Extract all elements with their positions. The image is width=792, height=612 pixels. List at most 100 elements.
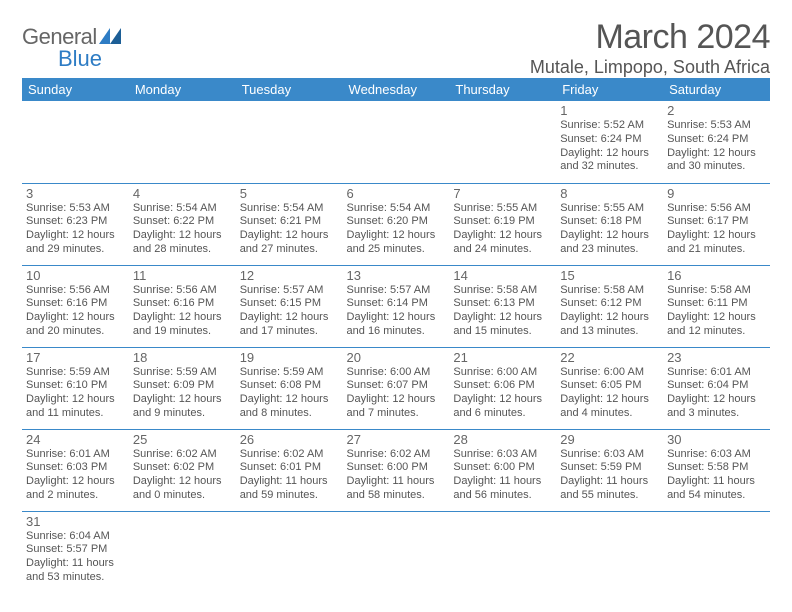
day-daylight: Daylight: 11 hours and 53 minutes. <box>26 557 125 585</box>
calendar-row: 1Sunrise: 5:52 AMSunset: 6:24 PMDaylight… <box>22 101 770 183</box>
day-daylight: Daylight: 11 hours and 55 minutes. <box>560 475 659 503</box>
calendar-cell-empty <box>663 511 770 593</box>
day-sunrise: Sunrise: 5:55 AM <box>453 202 552 216</box>
day-number: 16 <box>667 268 766 283</box>
day-sunset: Sunset: 6:01 PM <box>240 461 339 475</box>
day-sunset: Sunset: 5:58 PM <box>667 461 766 475</box>
calendar-cell: 11Sunrise: 5:56 AMSunset: 6:16 PMDayligh… <box>129 265 236 347</box>
day-sunrise: Sunrise: 6:02 AM <box>347 448 446 462</box>
day-sunrise: Sunrise: 6:01 AM <box>26 448 125 462</box>
day-sunset: Sunset: 6:21 PM <box>240 215 339 229</box>
day-daylight: Daylight: 12 hours and 20 minutes. <box>26 311 125 339</box>
day-sunset: Sunset: 6:10 PM <box>26 379 125 393</box>
calendar-row: 31Sunrise: 6:04 AMSunset: 5:57 PMDayligh… <box>22 511 770 593</box>
day-number: 3 <box>26 186 125 201</box>
day-daylight: Daylight: 12 hours and 23 minutes. <box>560 229 659 257</box>
day-number: 14 <box>453 268 552 283</box>
day-number: 2 <box>667 103 766 118</box>
day-sunrise: Sunrise: 5:52 AM <box>560 119 659 133</box>
calendar-cell: 20Sunrise: 6:00 AMSunset: 6:07 PMDayligh… <box>343 347 450 429</box>
day-sunrise: Sunrise: 6:02 AM <box>240 448 339 462</box>
day-sunrise: Sunrise: 5:59 AM <box>26 366 125 380</box>
day-number: 4 <box>133 186 232 201</box>
calendar-row: 17Sunrise: 5:59 AMSunset: 6:10 PMDayligh… <box>22 347 770 429</box>
day-sunrise: Sunrise: 6:01 AM <box>667 366 766 380</box>
calendar-cell-empty <box>22 101 129 183</box>
calendar-cell-empty <box>236 511 343 593</box>
calendar-row: 3Sunrise: 5:53 AMSunset: 6:23 PMDaylight… <box>22 183 770 265</box>
day-sunset: Sunset: 6:11 PM <box>667 297 766 311</box>
day-sunset: Sunset: 6:05 PM <box>560 379 659 393</box>
day-number: 24 <box>26 432 125 447</box>
weekday-header: Tuesday <box>236 78 343 101</box>
day-number: 30 <box>667 432 766 447</box>
title-block: March 2024 Mutale, Limpopo, South Africa <box>530 18 770 78</box>
day-number: 31 <box>26 514 125 529</box>
day-sunset: Sunset: 6:15 PM <box>240 297 339 311</box>
calendar-cell: 1Sunrise: 5:52 AMSunset: 6:24 PMDaylight… <box>556 101 663 183</box>
day-sunrise: Sunrise: 6:03 AM <box>667 448 766 462</box>
day-number: 5 <box>240 186 339 201</box>
day-sunset: Sunset: 6:12 PM <box>560 297 659 311</box>
day-number: 28 <box>453 432 552 447</box>
day-daylight: Daylight: 12 hours and 24 minutes. <box>453 229 552 257</box>
day-sunset: Sunset: 6:00 PM <box>347 461 446 475</box>
calendar-cell: 8Sunrise: 5:55 AMSunset: 6:18 PMDaylight… <box>556 183 663 265</box>
calendar-cell: 12Sunrise: 5:57 AMSunset: 6:15 PMDayligh… <box>236 265 343 347</box>
day-number: 10 <box>26 268 125 283</box>
day-sunset: Sunset: 6:09 PM <box>133 379 232 393</box>
day-number: 17 <box>26 350 125 365</box>
day-daylight: Daylight: 12 hours and 7 minutes. <box>347 393 446 421</box>
weekday-header-row: Sunday Monday Tuesday Wednesday Thursday… <box>22 78 770 101</box>
weekday-header: Monday <box>129 78 236 101</box>
day-sunrise: Sunrise: 5:59 AM <box>133 366 232 380</box>
calendar-cell: 28Sunrise: 6:03 AMSunset: 6:00 PMDayligh… <box>449 429 556 511</box>
day-sunset: Sunset: 6:23 PM <box>26 215 125 229</box>
day-number: 25 <box>133 432 232 447</box>
day-daylight: Daylight: 11 hours and 56 minutes. <box>453 475 552 503</box>
day-sunset: Sunset: 6:14 PM <box>347 297 446 311</box>
day-number: 15 <box>560 268 659 283</box>
day-sunset: Sunset: 6:04 PM <box>667 379 766 393</box>
day-sunrise: Sunrise: 5:56 AM <box>667 202 766 216</box>
day-number: 9 <box>667 186 766 201</box>
calendar-cell: 18Sunrise: 5:59 AMSunset: 6:09 PMDayligh… <box>129 347 236 429</box>
day-sunset: Sunset: 6:06 PM <box>453 379 552 393</box>
calendar-cell: 27Sunrise: 6:02 AMSunset: 6:00 PMDayligh… <box>343 429 450 511</box>
day-daylight: Daylight: 12 hours and 8 minutes. <box>240 393 339 421</box>
calendar-cell: 23Sunrise: 6:01 AMSunset: 6:04 PMDayligh… <box>663 347 770 429</box>
calendar-cell: 15Sunrise: 5:58 AMSunset: 6:12 PMDayligh… <box>556 265 663 347</box>
calendar-row: 10Sunrise: 5:56 AMSunset: 6:16 PMDayligh… <box>22 265 770 347</box>
day-sunset: Sunset: 6:13 PM <box>453 297 552 311</box>
weekday-header: Wednesday <box>343 78 450 101</box>
day-daylight: Daylight: 12 hours and 6 minutes. <box>453 393 552 421</box>
day-sunrise: Sunrise: 5:54 AM <box>347 202 446 216</box>
calendar-cell: 5Sunrise: 5:54 AMSunset: 6:21 PMDaylight… <box>236 183 343 265</box>
weekday-header: Friday <box>556 78 663 101</box>
day-sunrise: Sunrise: 6:04 AM <box>26 530 125 544</box>
day-number: 23 <box>667 350 766 365</box>
location: Mutale, Limpopo, South Africa <box>530 57 770 78</box>
calendar-cell: 4Sunrise: 5:54 AMSunset: 6:22 PMDaylight… <box>129 183 236 265</box>
day-sunset: Sunset: 6:02 PM <box>133 461 232 475</box>
day-number: 12 <box>240 268 339 283</box>
day-number: 29 <box>560 432 659 447</box>
day-sunset: Sunset: 6:08 PM <box>240 379 339 393</box>
calendar-cell: 16Sunrise: 5:58 AMSunset: 6:11 PMDayligh… <box>663 265 770 347</box>
day-sunrise: Sunrise: 5:58 AM <box>667 284 766 298</box>
calendar-cell: 17Sunrise: 5:59 AMSunset: 6:10 PMDayligh… <box>22 347 129 429</box>
calendar-cell: 3Sunrise: 5:53 AMSunset: 6:23 PMDaylight… <box>22 183 129 265</box>
day-sunrise: Sunrise: 5:58 AM <box>453 284 552 298</box>
calendar-cell: 25Sunrise: 6:02 AMSunset: 6:02 PMDayligh… <box>129 429 236 511</box>
calendar-cell-empty <box>343 511 450 593</box>
day-daylight: Daylight: 12 hours and 25 minutes. <box>347 229 446 257</box>
calendar-cell: 29Sunrise: 6:03 AMSunset: 5:59 PMDayligh… <box>556 429 663 511</box>
weekday-header: Sunday <box>22 78 129 101</box>
calendar-cell-empty <box>556 511 663 593</box>
day-number: 26 <box>240 432 339 447</box>
day-daylight: Daylight: 12 hours and 32 minutes. <box>560 147 659 175</box>
day-sunset: Sunset: 6:24 PM <box>667 133 766 147</box>
logo-mark-icon <box>99 24 121 40</box>
day-sunrise: Sunrise: 6:00 AM <box>560 366 659 380</box>
day-number: 13 <box>347 268 446 283</box>
